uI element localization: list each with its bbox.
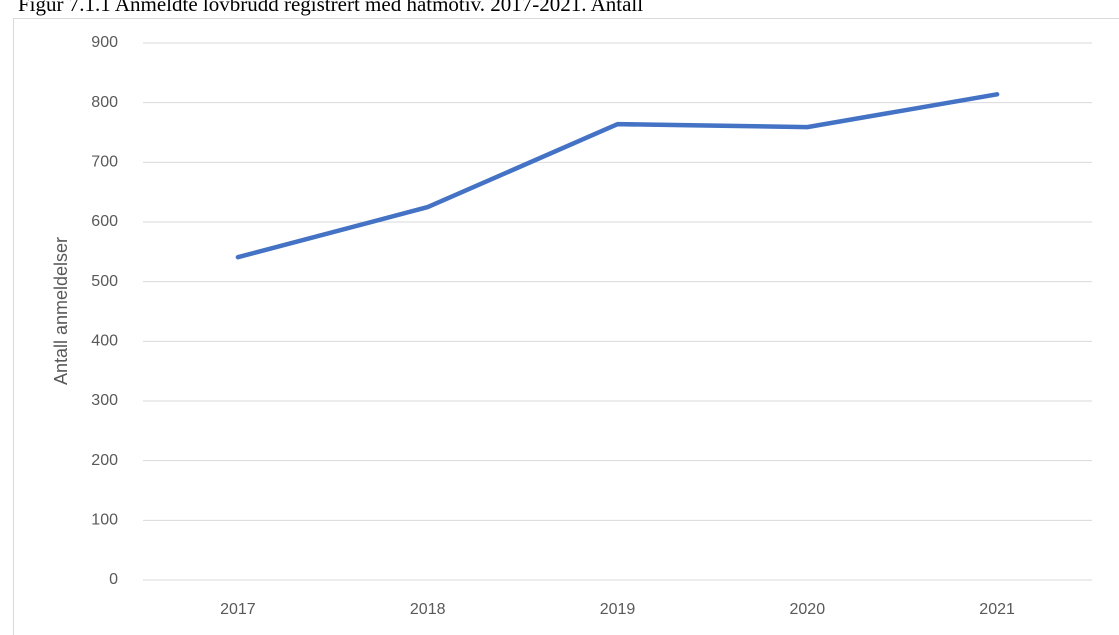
- chart-frame: [13, 18, 1119, 635]
- y-tick-label: 800: [91, 94, 118, 111]
- chart-title: Figur 7.1.1 Anmeldte lovbrudd registrert…: [18, 0, 643, 16]
- y-tick-label: 0: [109, 571, 118, 588]
- x-tick-label: 2017: [220, 601, 256, 618]
- data-line: [235, 92, 1000, 260]
- y-tick-label: 600: [91, 213, 118, 230]
- y-tick-label: 100: [91, 512, 118, 529]
- x-tick-label: 2019: [600, 601, 636, 618]
- x-tick-label: 2021: [979, 601, 1015, 618]
- x-tick-label: 2018: [410, 601, 446, 618]
- y-axis-label: Antall anmeldelser: [51, 237, 71, 385]
- x-tick-label: 2020: [790, 601, 826, 618]
- y-tick-label: 500: [91, 273, 118, 290]
- y-tick-label: 400: [91, 333, 118, 350]
- y-tick-label: 200: [91, 452, 118, 469]
- y-tick-label: 900: [91, 34, 118, 51]
- y-tick-label: 300: [91, 392, 118, 409]
- y-tick-label: 700: [91, 154, 118, 171]
